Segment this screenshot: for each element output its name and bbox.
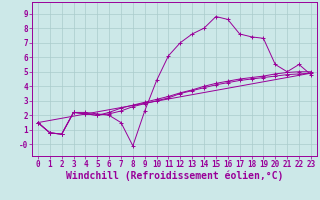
X-axis label: Windchill (Refroidissement éolien,°C): Windchill (Refroidissement éolien,°C) (66, 171, 283, 181)
